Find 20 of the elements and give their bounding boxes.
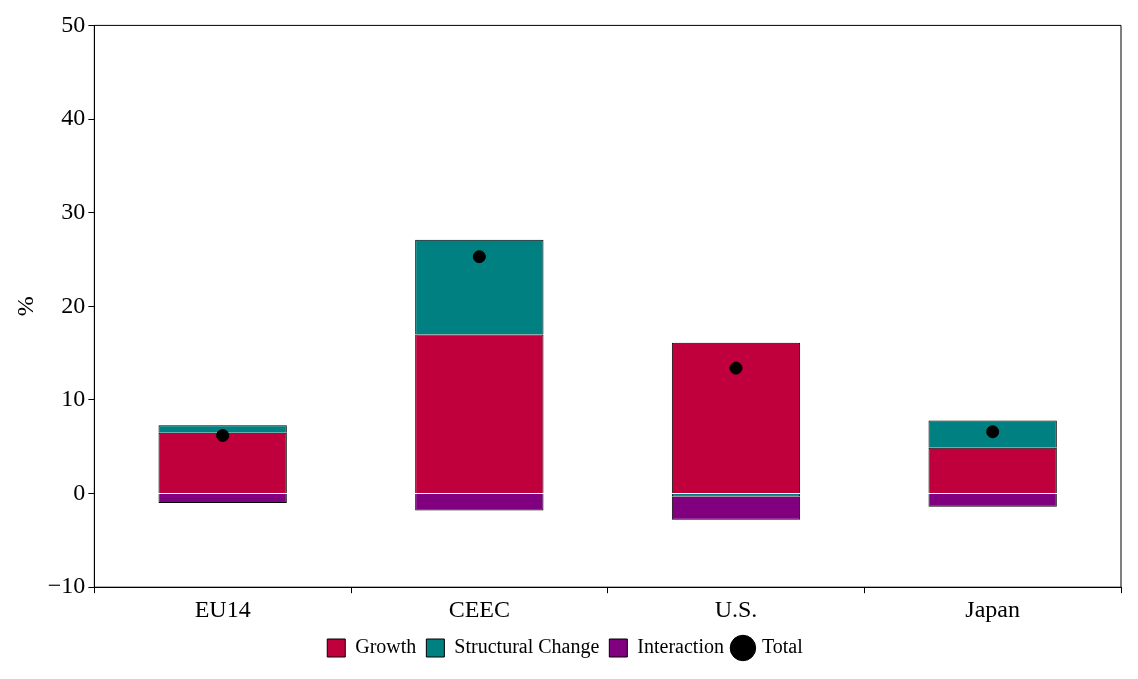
y-tick-label: 10	[61, 385, 86, 412]
y-tick-label: 40	[61, 104, 86, 131]
x-tick-label: Japan	[965, 595, 1020, 622]
legend-label: Growth	[355, 635, 417, 658]
y-tick-label: 50	[61, 10, 86, 37]
legend-label: Total	[761, 635, 804, 658]
x-tick-label: U.S.	[714, 595, 758, 622]
legend-label: Interaction	[637, 635, 724, 658]
point	[472, 250, 486, 264]
point	[986, 425, 1000, 439]
x-tick-label: CEEC	[448, 595, 511, 622]
y-tick-label: 20	[61, 291, 86, 318]
x-tick-label: EU14	[194, 595, 251, 622]
y-axis-title: %	[11, 296, 38, 317]
y-tick-label: −10	[47, 572, 86, 599]
legend-label: Structural Change	[454, 635, 600, 659]
point	[729, 361, 743, 375]
y-tick-label: 0	[73, 478, 86, 505]
y-tick-label: 30	[61, 197, 86, 224]
point	[216, 429, 230, 443]
